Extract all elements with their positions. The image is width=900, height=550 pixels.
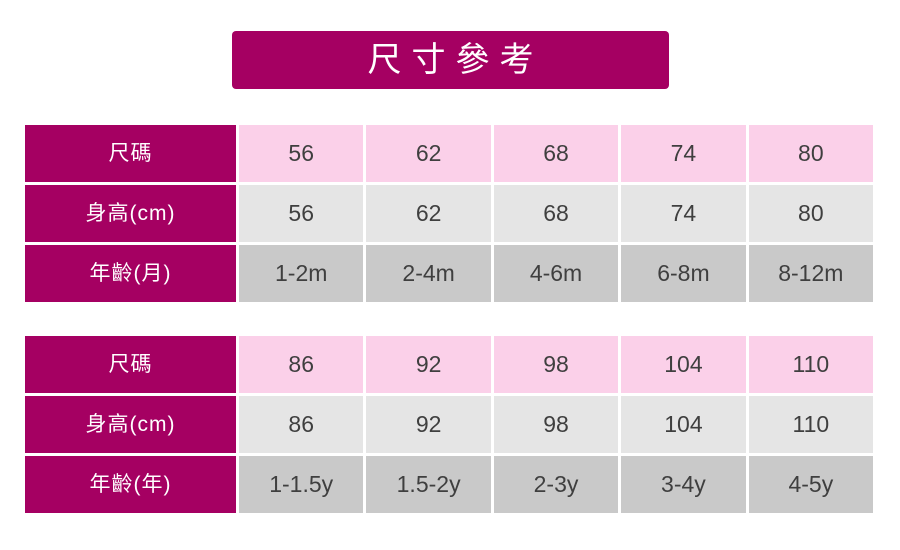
age-value-cell: 1-1.5y — [239, 456, 364, 513]
size-value-cell: 92 — [366, 336, 491, 393]
height-value-cell: 98 — [493, 396, 619, 453]
table-row: 年齡(月) 1-2m 2-4m 4-6m 6-8m 8-12m — [25, 245, 874, 302]
size-value-cell: 62 — [366, 125, 491, 182]
height-value-cell: 62 — [366, 185, 491, 242]
size-value-cell: 110 — [748, 336, 874, 393]
age-value-cell: 6-8m — [621, 245, 746, 302]
age-value-cell: 4-5y — [748, 456, 874, 513]
age-value-cell: 2-4m — [366, 245, 491, 302]
row-label-size: 尺碼 — [25, 336, 236, 393]
age-value-cell: 4-6m — [493, 245, 619, 302]
size-value-cell: 56 — [239, 125, 364, 182]
size-value-cell: 86 — [239, 336, 364, 393]
age-value-cell: 1.5-2y — [366, 456, 491, 513]
height-value-cell: 74 — [621, 185, 746, 242]
size-table-toddler: 尺碼 86 92 98 104 110 身高(cm) 86 92 98 104 … — [25, 336, 874, 513]
height-value-cell: 56 — [239, 185, 364, 242]
height-value-cell: 80 — [748, 185, 874, 242]
height-value-cell: 86 — [239, 396, 364, 453]
row-label-height: 身高(cm) — [25, 185, 236, 242]
table-row: 身高(cm) 86 92 98 104 110 — [25, 396, 874, 453]
table-row: 尺碼 56 62 68 74 80 — [25, 125, 874, 182]
row-label-size: 尺碼 — [25, 125, 236, 182]
height-value-cell: 110 — [748, 396, 874, 453]
age-value-cell: 3-4y — [621, 456, 746, 513]
size-value-cell: 68 — [493, 125, 619, 182]
size-table-infant: 尺碼 56 62 68 74 80 身高(cm) 56 62 68 74 80 … — [25, 125, 874, 302]
title-banner: 尺寸參考 — [232, 31, 669, 89]
row-label-age: 年齡(月) — [25, 245, 236, 302]
row-label-age: 年齡(年) — [25, 456, 236, 513]
row-label-height: 身高(cm) — [25, 396, 236, 453]
table-row: 年齡(年) 1-1.5y 1.5-2y 2-3y 3-4y 4-5y — [25, 456, 874, 513]
size-value-cell: 80 — [748, 125, 874, 182]
height-value-cell: 104 — [621, 396, 746, 453]
height-value-cell: 68 — [493, 185, 619, 242]
size-value-cell: 98 — [493, 336, 619, 393]
age-value-cell: 8-12m — [748, 245, 874, 302]
age-value-cell: 1-2m — [239, 245, 364, 302]
age-value-cell: 2-3y — [493, 456, 619, 513]
size-value-cell: 104 — [621, 336, 746, 393]
table-row: 尺碼 86 92 98 104 110 — [25, 336, 874, 393]
page-title: 尺寸參考 — [367, 41, 544, 79]
table-row: 身高(cm) 56 62 68 74 80 — [25, 185, 874, 242]
height-value-cell: 92 — [366, 396, 491, 453]
size-value-cell: 74 — [621, 125, 746, 182]
